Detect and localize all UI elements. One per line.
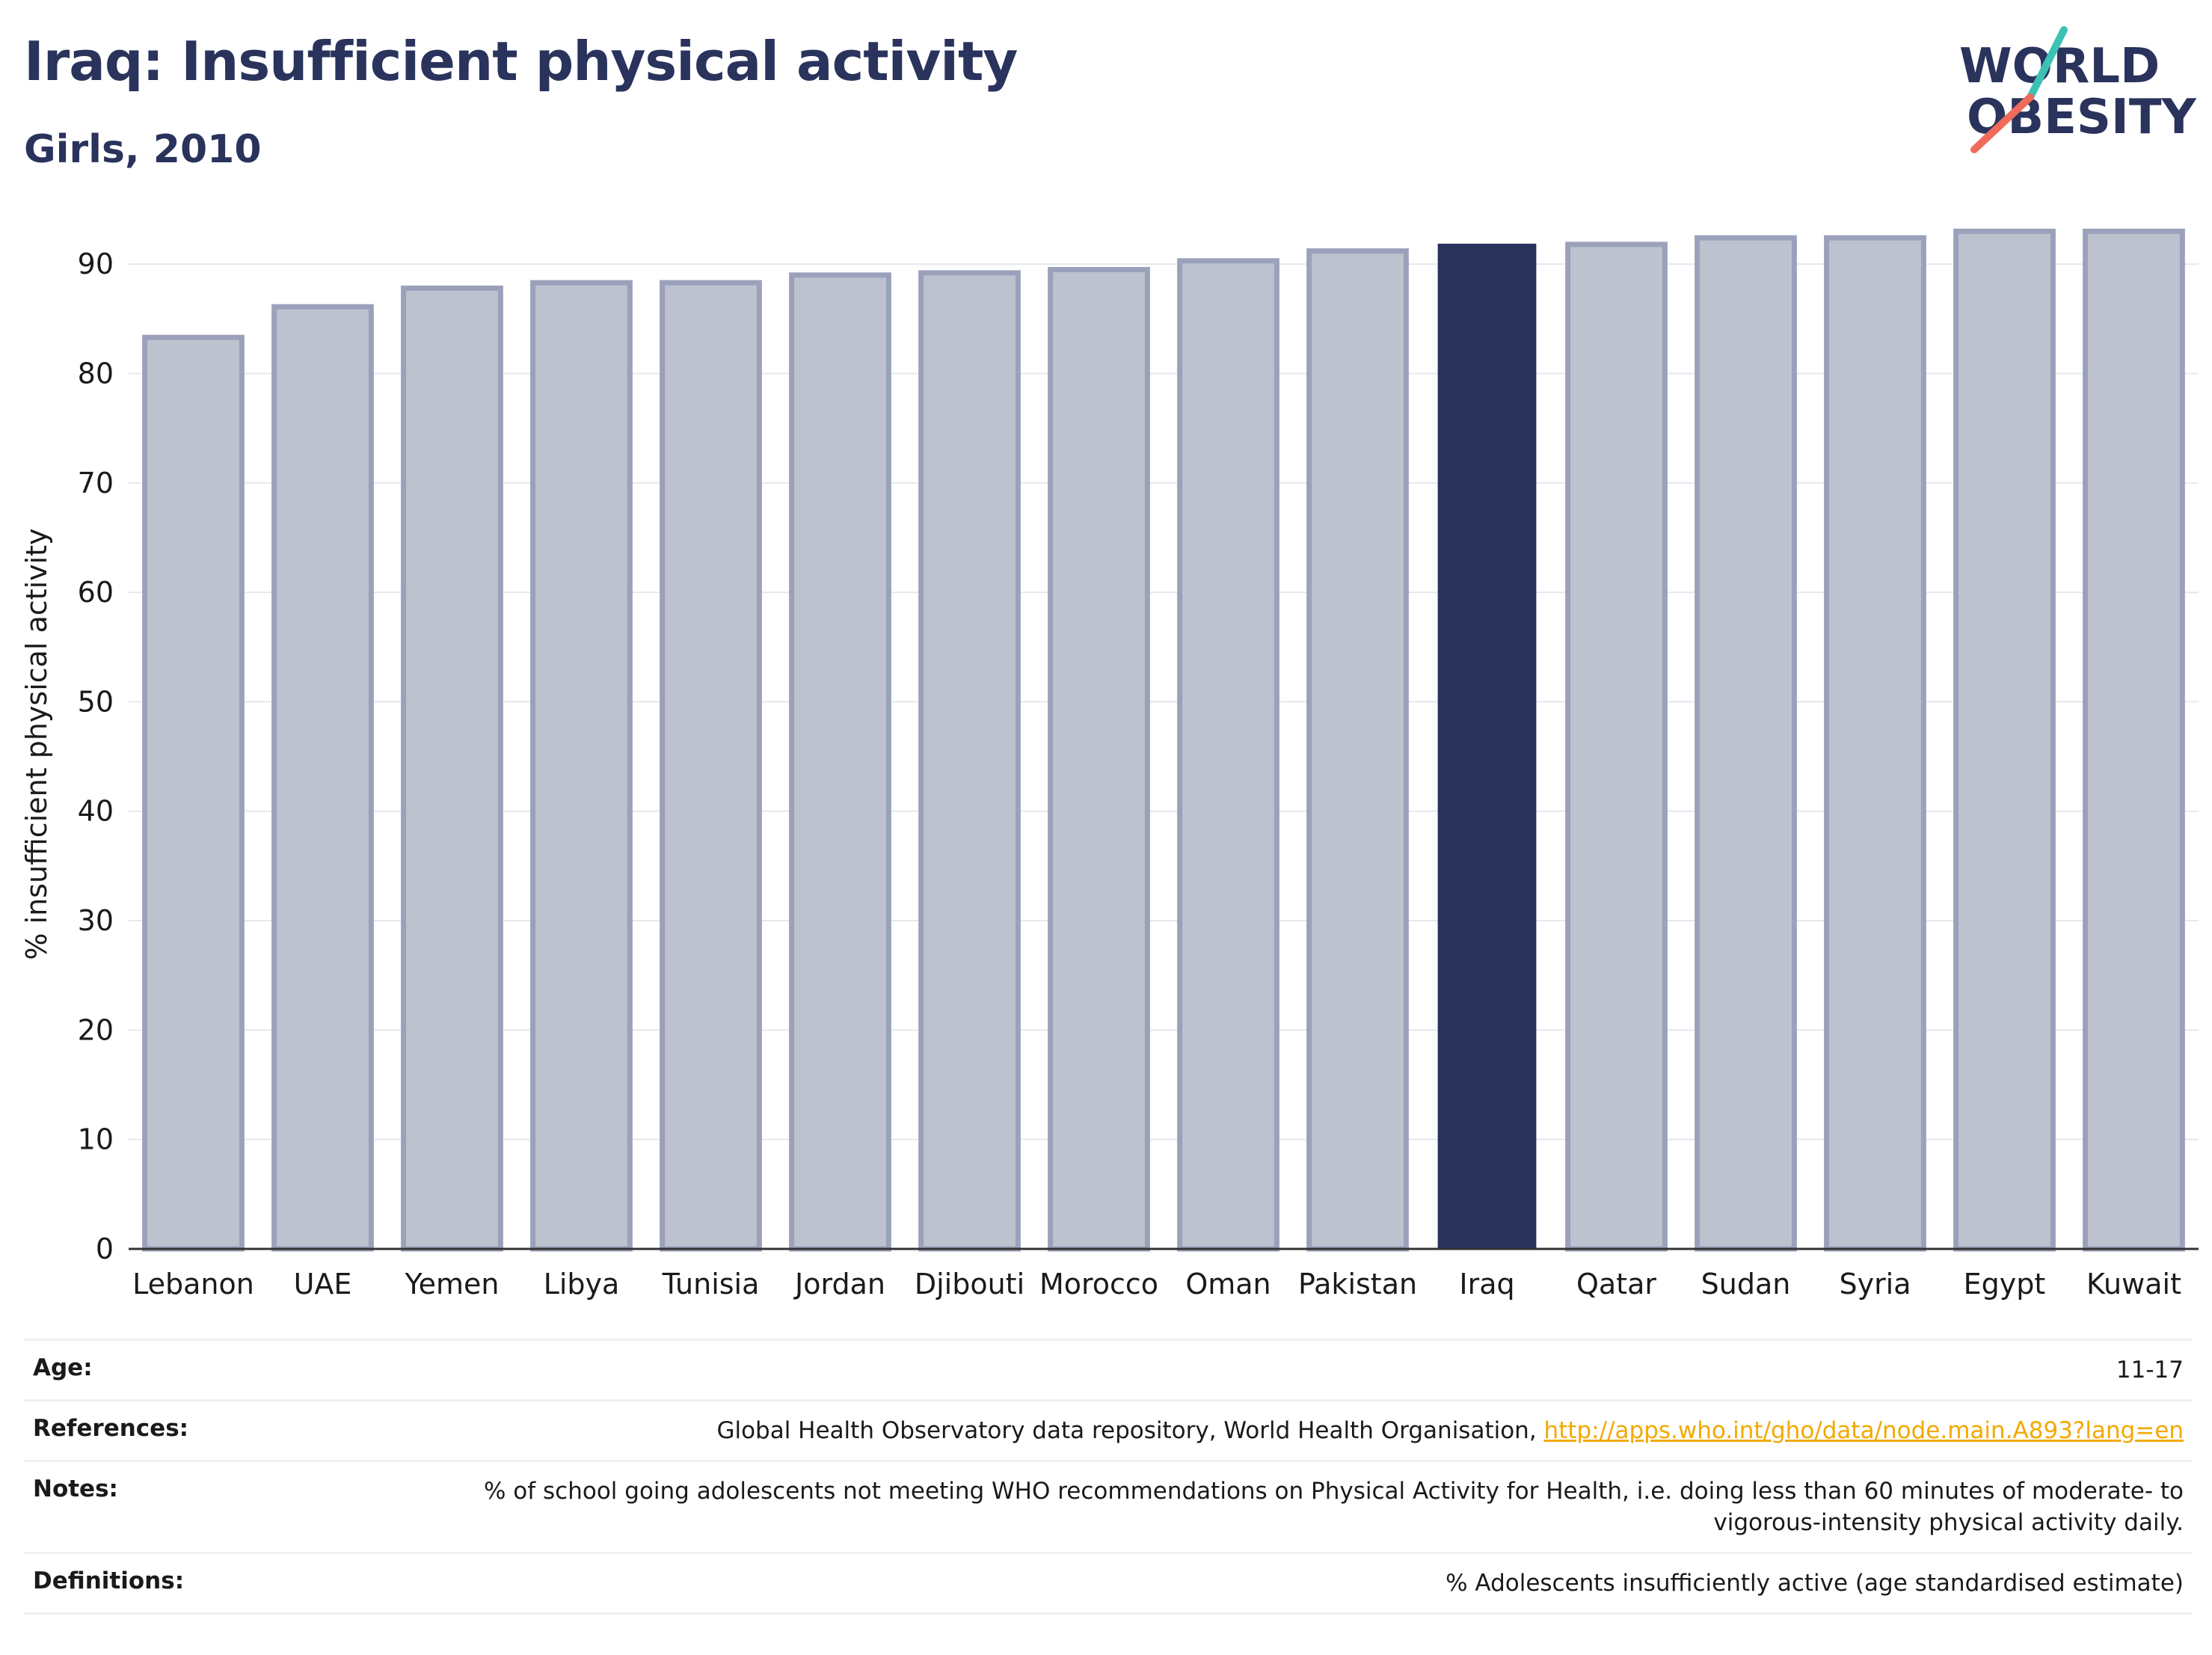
x-tick-label: Oman [1185,1268,1271,1301]
bar-tunisia [660,280,762,1252]
x-tick-label: Lebanon [132,1268,254,1301]
y-axis-ticks: 0 10 20 30 40 50 60 70 80 90 [78,248,114,1265]
bar-lebanon [142,334,245,1252]
x-tick-label: Yemen [404,1268,499,1301]
logo-line-1: WORLD [1959,39,2160,94]
bar-pakistan [1306,248,1409,1252]
y-tick-label: 70 [78,467,114,500]
bar-uae [271,304,374,1252]
x-tick-label: Syria [1839,1268,1911,1301]
y-tick-label: 50 [78,685,114,718]
references-value: Global Health Observatory data repositor… [716,1415,2184,1446]
x-tick-label: Tunisia [662,1268,760,1301]
y-tick-label: 20 [78,1013,114,1046]
logo-slash-teal [2027,26,2068,101]
bar-syria [1824,235,1926,1252]
bar-morocco [1048,266,1150,1252]
y-tick-label: 40 [78,795,114,828]
x-tick-label: Iraq [1459,1268,1514,1301]
bars [142,228,2185,1252]
info-table: Age: 11-17 References: Global Health Obs… [24,1339,2193,1615]
bar-jordan [789,272,891,1252]
x-tick-label: Egypt [1964,1268,2046,1301]
y-axis-title: % insufficient physical activity [20,528,53,959]
bar-yemen [401,285,503,1252]
logo-slash-coral [1970,93,2034,153]
info-row-age: Age: 11-17 [24,1339,2193,1399]
bar-iraq [1437,243,1537,1250]
definitions-label: Definitions: [33,1568,185,1594]
y-tick-label: 80 [78,357,114,390]
x-tick-label: Kuwait [2086,1268,2181,1301]
x-tick-label: Pakistan [1298,1268,1417,1301]
x-tick-label: Jordan [793,1268,885,1301]
bar-sudan [1695,235,1797,1252]
bar-libya [530,280,633,1252]
page-subtitle: Girls, 2010 [24,127,262,172]
x-axis-ticks: Lebanon UAE Yemen Libya Tunisia Jordan Djibout… [132,1268,2181,1301]
bar-kuwait [2083,228,2185,1252]
references-label: References: [33,1415,189,1442]
bar-oman [1177,258,1279,1252]
references-link[interactable]: http://apps.who.int/gho/data/node.main.A… [1543,1417,2184,1444]
x-tick-label: Morocco [1039,1268,1158,1301]
info-row-definitions: Definitions: % Adolescents insufficientl… [24,1552,2193,1615]
y-tick-label: 90 [78,248,114,280]
bar-egypt [1953,228,2056,1252]
info-row-references: References: Global Health Observatory da… [24,1399,2193,1460]
y-tick-label: 30 [78,904,114,937]
x-tick-label: Djibouti [915,1268,1024,1301]
page-title: Iraq: Insufficient physical activity [24,30,1018,93]
x-tick-label: Qatar [1576,1268,1656,1301]
age-value: 11-17 [2116,1357,2184,1384]
references-text: Global Health Observatory data repositor… [716,1417,1544,1444]
bar-qatar [1565,242,1668,1252]
x-tick-label: UAE [294,1268,352,1301]
info-row-notes: Notes: % of school going adolescents not… [24,1460,2193,1552]
x-tick-label: Libya [544,1268,620,1301]
bar-chart: 0 10 20 30 40 50 60 70 80 90 Lebanon UAE Yemen Libya… [20,228,2199,1301]
y-tick-label: 0 [96,1232,114,1265]
world-obesity-logo: WORLD OBESITY [1959,26,2196,153]
y-tick-label: 10 [78,1123,114,1156]
definitions-value: % Adolescents insufficiently active (age… [1446,1570,2184,1597]
bar-djibouti [918,270,1021,1252]
x-tick-label: Sudan [1701,1268,1791,1301]
notes-label: Notes: [33,1476,118,1502]
y-tick-label: 60 [78,576,114,609]
age-label: Age: [33,1354,93,1381]
notes-value: % of school going adolescents not meetin… [483,1478,2184,1536]
